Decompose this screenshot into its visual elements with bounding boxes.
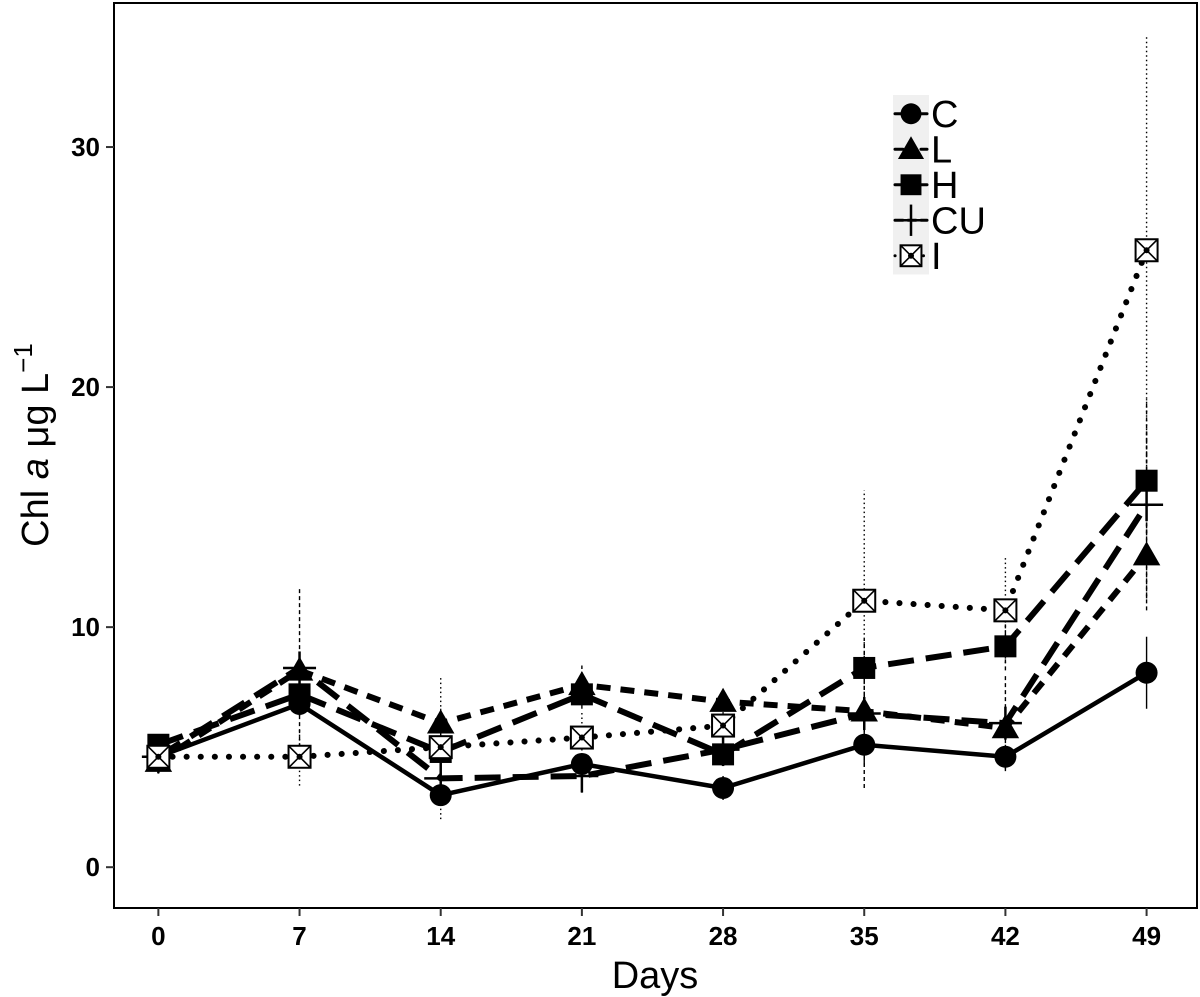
marker-C-shape xyxy=(1135,661,1158,684)
legend-label-H: H xyxy=(931,165,958,207)
legend-marker-L-shape xyxy=(897,136,925,160)
marker-C xyxy=(994,745,1017,768)
legend-marker-I-dot xyxy=(908,252,914,259)
marker-L xyxy=(426,709,455,734)
marker-I-dot xyxy=(155,753,162,760)
y-axis-title-sup: −1 xyxy=(8,343,38,373)
marker-C xyxy=(712,776,735,799)
marker-H-shape xyxy=(1135,469,1158,492)
y-tick-label: 20 xyxy=(71,372,100,402)
series-line-L xyxy=(156,553,1149,765)
marker-C-shape xyxy=(429,784,452,807)
marker-C xyxy=(429,784,452,807)
marker-CU xyxy=(847,697,881,731)
marker-CU xyxy=(988,706,1022,740)
x-tick-label: 35 xyxy=(850,921,879,951)
x-tick-label: 7 xyxy=(292,921,306,951)
marker-H xyxy=(288,683,311,706)
series-line-CU xyxy=(156,503,1150,782)
series-line-I xyxy=(155,247,1150,760)
marker-C-shape xyxy=(853,733,876,756)
marker-I xyxy=(287,744,312,769)
marker-I xyxy=(852,588,877,613)
marker-CU xyxy=(565,759,599,793)
marker-I xyxy=(146,744,171,769)
series-line-H xyxy=(157,478,1149,758)
marker-H-shape xyxy=(288,683,311,706)
marker-I-dot xyxy=(720,722,727,729)
marker-H xyxy=(853,656,876,679)
marker-I xyxy=(428,735,453,760)
marker-C-shape xyxy=(712,776,735,799)
legend-label-L: L xyxy=(931,129,952,171)
marker-L-shape xyxy=(709,687,737,712)
marker-I-dot xyxy=(578,734,585,741)
marker-L xyxy=(1132,541,1161,566)
marker-H xyxy=(570,683,593,706)
marker-I-dot xyxy=(296,753,303,760)
y-tick-label: 30 xyxy=(71,132,100,162)
marker-I xyxy=(711,713,736,738)
marker-L-shape xyxy=(426,709,455,734)
legend-marker-L xyxy=(897,136,925,160)
x-tick-label: 28 xyxy=(709,921,738,951)
marker-H-shape xyxy=(570,683,593,706)
series-line-C xyxy=(157,670,1148,798)
series-lines xyxy=(155,247,1150,798)
marker-H xyxy=(994,635,1017,658)
data-markers xyxy=(141,238,1164,807)
x-tick-label: 49 xyxy=(1132,921,1161,951)
marker-CU xyxy=(424,761,458,795)
legend-marker-CU xyxy=(895,204,927,236)
marker-I-dot xyxy=(861,597,868,604)
legend-label-C: C xyxy=(931,94,958,136)
marker-CU xyxy=(1130,488,1164,522)
marker-H-shape xyxy=(853,656,876,679)
legend-marker-H xyxy=(900,174,922,196)
axes: 0 7 14 21 28 35 42 49 0 10 20 30 xyxy=(71,132,1161,951)
legend-marker-C-shape xyxy=(900,103,922,125)
marker-I xyxy=(993,598,1018,623)
y-tick-label: 10 xyxy=(71,612,100,642)
marker-I-dot xyxy=(1143,247,1150,254)
x-tick-label: 21 xyxy=(567,921,596,951)
marker-I xyxy=(569,725,594,750)
legend-marker-H-shape xyxy=(900,174,922,196)
legend-marker-I xyxy=(899,244,923,268)
marker-L xyxy=(709,687,737,712)
x-tick-label: 42 xyxy=(991,921,1020,951)
marker-L-shape xyxy=(1132,541,1161,566)
marker-C-shape xyxy=(994,745,1017,768)
marker-H xyxy=(1135,469,1158,492)
legend-label-CU: CU xyxy=(931,200,986,242)
marker-H-shape xyxy=(994,635,1017,658)
marker-C xyxy=(853,733,876,756)
y-axis-title-prefix: Chl xyxy=(15,479,57,547)
marker-CU xyxy=(283,651,317,685)
marker-I-dot xyxy=(1002,607,1009,614)
x-axis-title: Days xyxy=(612,955,699,997)
marker-I-dot xyxy=(437,744,444,751)
marker-C xyxy=(1135,661,1158,684)
x-tick-label: 0 xyxy=(151,921,165,951)
legend-label-I: I xyxy=(931,236,942,278)
panel-border xyxy=(113,2,1198,909)
x-tick-label: 14 xyxy=(426,921,455,951)
marker-I xyxy=(1134,238,1159,263)
marker-CU xyxy=(706,733,740,767)
y-axis-title: Chl a μg L−1 xyxy=(8,343,57,547)
y-axis-title-unit: μg L xyxy=(15,373,57,458)
y-tick-label: 0 xyxy=(86,852,100,882)
y-axis-title-italic: a xyxy=(15,458,57,479)
legend-marker-C xyxy=(900,103,922,125)
